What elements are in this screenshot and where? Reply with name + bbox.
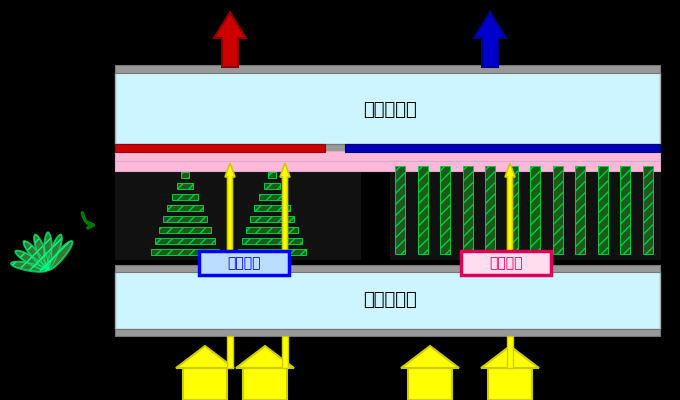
Polygon shape [176,346,234,368]
FancyBboxPatch shape [461,251,551,275]
Bar [115,65,660,73]
Bar [530,166,541,254]
Bar [238,249,306,255]
Bar [259,194,285,200]
Ellipse shape [44,232,52,270]
Bar [507,336,513,368]
Text: ガラス基板: ガラス基板 [363,101,417,119]
Bar [282,336,288,368]
Bar [155,238,215,244]
Ellipse shape [48,241,73,270]
Bar [115,72,660,144]
Bar [440,166,450,254]
Text: 電圧オン: 電圧オン [489,256,523,270]
Bar [167,205,203,211]
Bar [177,183,193,189]
Bar [250,216,294,222]
Bar [163,216,207,222]
FancyArrow shape [474,12,506,67]
Bar [246,227,298,233]
Bar [115,144,660,151]
FancyBboxPatch shape [199,251,289,275]
Bar [395,166,405,254]
Bar [172,194,198,200]
Bar [115,151,660,161]
Ellipse shape [15,250,48,271]
Bar [643,166,653,254]
Bar [242,238,302,244]
Bar [486,166,495,254]
Ellipse shape [34,234,49,270]
Bar [181,172,189,178]
Bar [598,166,608,254]
FancyArrow shape [214,12,246,67]
FancyArrow shape [505,163,515,263]
Ellipse shape [11,261,48,272]
Bar [115,265,660,272]
Bar [418,166,428,254]
Text: 電圧オフ: 電圧オフ [227,256,260,270]
Bar [115,161,660,171]
Bar [575,166,585,254]
FancyArrow shape [280,163,290,263]
Bar [254,205,290,211]
Bar [243,368,287,400]
Bar [408,368,452,400]
Bar [553,166,563,254]
Text: ガラス基板: ガラス基板 [363,291,417,309]
Polygon shape [481,346,539,368]
Bar [264,183,280,189]
Bar [151,249,219,255]
FancyArrow shape [225,163,235,263]
Bar [390,161,660,259]
Bar [115,161,360,259]
Bar [620,166,630,254]
Bar [227,336,233,368]
Ellipse shape [23,241,48,270]
Polygon shape [401,346,459,368]
Bar [508,166,517,254]
Bar [488,368,532,400]
Bar [462,166,473,254]
Bar [159,227,211,233]
Bar [115,329,660,336]
Bar [183,368,227,400]
Bar [115,271,660,329]
Bar [345,144,660,152]
Polygon shape [236,346,294,368]
Bar [268,172,276,178]
Bar [115,144,325,152]
Ellipse shape [47,234,63,270]
